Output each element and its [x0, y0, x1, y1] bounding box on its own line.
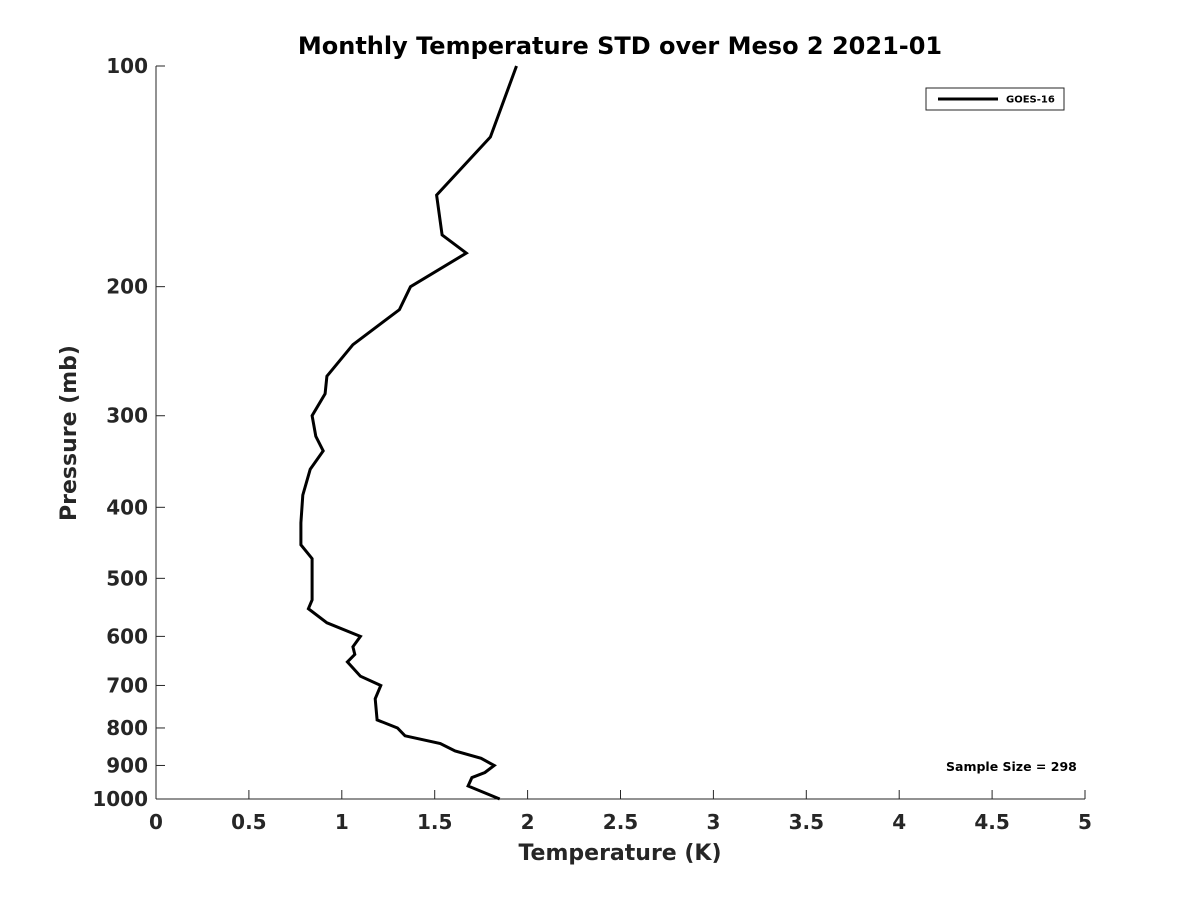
legend: GOES-16	[925, 87, 1065, 111]
y-ticks: 100 200 300 400 500 600 700 800 900 1000	[92, 54, 165, 811]
y-axis-label: Pressure (mb)	[57, 345, 82, 521]
x-ticks: 0 0.5 1 1.5 2 2.5 3 3.5 4 4.5 5	[149, 790, 1092, 834]
x-tick-label: 2.5	[603, 810, 638, 834]
y-tick-label: 500	[106, 566, 148, 590]
legend-label-goes-16: GOES-16	[1006, 95, 1055, 106]
x-tick-label: 1	[335, 810, 349, 834]
y-tick-label: 600	[106, 624, 148, 648]
y-tick-label: 900	[106, 753, 148, 777]
series-layer	[299, 65, 518, 801]
y-tick-label: 800	[106, 716, 148, 740]
y-tick-label: 100	[106, 54, 148, 78]
chart-title: Monthly Temperature STD over Meso 2 2021…	[298, 32, 942, 60]
x-axis-label: Temperature (K)	[518, 841, 721, 866]
sample-size-annotation: Sample Size = 298	[946, 759, 1077, 774]
x-tick-label: 4	[892, 810, 906, 834]
x-tick-label: 5	[1078, 810, 1092, 834]
x-tick-label: 4.5	[974, 810, 1009, 834]
x-tick-label: 1.5	[417, 810, 452, 834]
x-tick-label: 0	[149, 810, 163, 834]
y-tick-label: 700	[106, 673, 148, 697]
x-tick-label: 3.5	[789, 810, 824, 834]
axes	[155, 66, 1085, 800]
x-tick-label: 3	[706, 810, 720, 834]
y-tick-label: 1000	[92, 787, 148, 811]
y-tick-label: 300	[106, 404, 148, 428]
x-tick-label: 2	[521, 810, 535, 834]
x-tick-label: 0.5	[231, 810, 266, 834]
y-tick-label: 200	[106, 275, 148, 299]
y-tick-label: 400	[106, 495, 148, 519]
series-line-goes-16	[299, 65, 518, 801]
